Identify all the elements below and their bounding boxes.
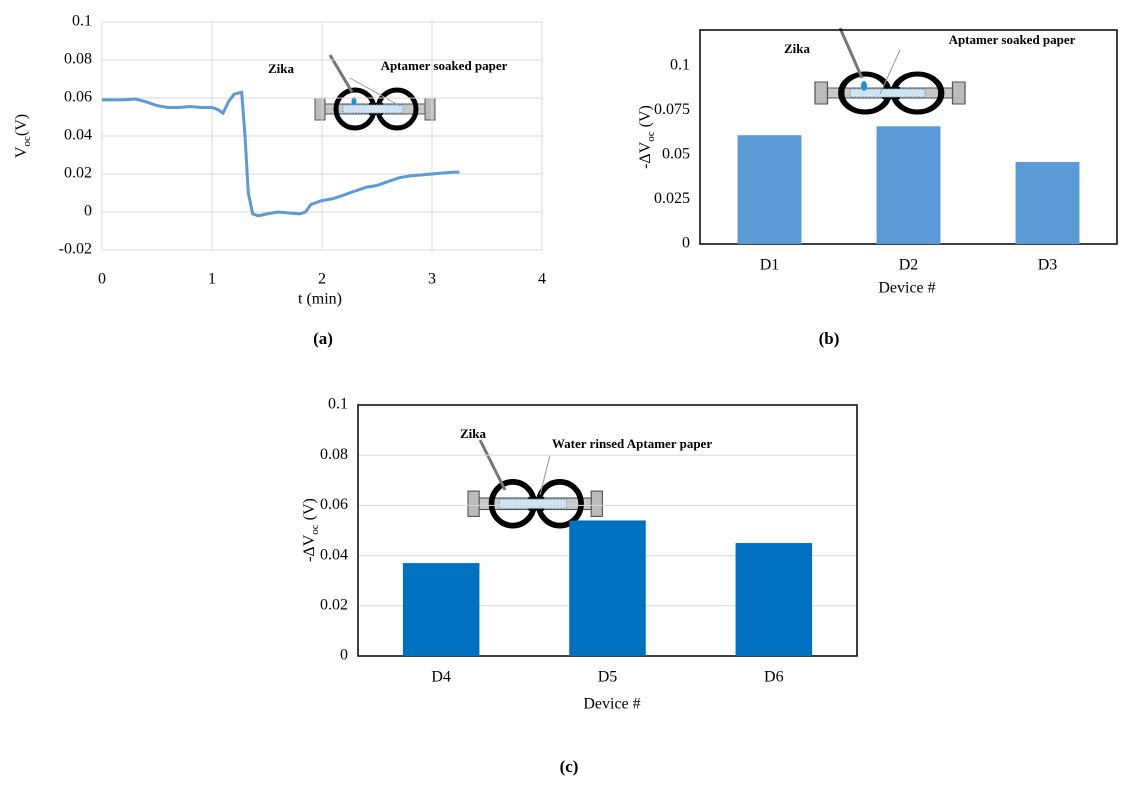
y-tick-label: 0 [340, 647, 348, 664]
x-tick-label: 2 [318, 271, 326, 288]
y-axis-label-part: -ΔV [301, 534, 318, 562]
bar [1015, 161, 1080, 244]
y-tick-label: -0.02 [59, 241, 92, 258]
y-axis-label-part: V [13, 146, 30, 158]
y-tick-label: 0.08 [320, 446, 348, 463]
x-tick-label: D5 [598, 669, 618, 686]
y-axis-label-part: (V) [301, 498, 318, 524]
annotation: Aptamer soaked paper [381, 58, 508, 73]
pipette [478, 439, 507, 491]
x-axis-label: Device # [878, 280, 935, 297]
bar [876, 126, 941, 244]
y-axis-label-part: (V) [637, 105, 654, 131]
y-axis-label: -ΔVoc (V) [301, 498, 321, 562]
caption: (c) [560, 757, 579, 776]
annotation: Zika [268, 61, 295, 76]
y-tick-label: 0.1 [670, 56, 690, 73]
y-tick-label: 0.04 [64, 127, 92, 144]
y-tick-label: 0.06 [320, 496, 348, 513]
pipette [328, 54, 354, 93]
device-drawing [315, 90, 435, 128]
device-drawing [468, 482, 602, 526]
plot-frame [101, 21, 543, 251]
y-axis-label: -ΔVoc (V) [637, 105, 657, 169]
device-drawing [815, 74, 965, 112]
x-axis-label: Device # [583, 696, 640, 713]
y-axis-label-part: oc [21, 136, 33, 147]
data-line [102, 90, 460, 218]
inset-a [315, 54, 435, 128]
annotation: Water rinsed Aptamer paper [552, 436, 712, 451]
bar [402, 563, 480, 656]
bar [737, 135, 802, 244]
x-tick-label: D4 [431, 669, 451, 686]
inset-b [815, 27, 965, 112]
bar [569, 520, 646, 656]
y-tick-label: 0.02 [320, 596, 348, 613]
x-tick-label: D6 [764, 669, 784, 686]
y-tick-label: 0 [84, 203, 92, 220]
y-tick-label: 0.02 [64, 165, 92, 182]
pipette [838, 27, 864, 79]
pointer [539, 454, 551, 496]
annotation: Aptamer soaked paper [949, 32, 1076, 47]
y-tick-label: 0.1 [328, 396, 348, 413]
y-tick-label: 0.1 [72, 13, 92, 30]
y-axis-label-part: -ΔV [637, 141, 654, 169]
y-tick-label: 0 [682, 235, 690, 252]
drop [351, 97, 357, 105]
x-tick-label: 3 [428, 271, 436, 288]
x-tick-label: 4 [538, 271, 546, 288]
y-tick-label: 0.075 [654, 101, 690, 118]
y-tick-label: 0.05 [662, 146, 690, 163]
y-tick-label: 0.025 [654, 190, 690, 207]
y-tick-label: 0.08 [64, 51, 92, 68]
pointer [879, 49, 901, 95]
y-axis-label: Voc(V) [13, 114, 33, 158]
y-axis-label-part: (V) [13, 114, 30, 136]
y-tick-label: 0.06 [64, 89, 92, 106]
x-axis-label: t (min) [298, 291, 342, 308]
x-tick-label: 1 [208, 271, 216, 288]
y-axis-label-part: oc [645, 131, 657, 142]
caption: (b) [819, 329, 840, 348]
x-tick-label: D1 [760, 257, 780, 274]
annotation: Zika [460, 426, 487, 441]
y-tick-label: 0.04 [320, 546, 348, 563]
bar [735, 543, 813, 656]
pointer [349, 77, 401, 107]
caption: (a) [313, 329, 333, 348]
drop [861, 81, 867, 91]
annotation: Zika [784, 41, 811, 56]
inset-c [468, 439, 602, 526]
x-tick-label: D3 [1038, 257, 1058, 274]
x-tick-label: D2 [899, 257, 919, 274]
y-axis-label-part: oc [309, 524, 321, 535]
x-tick-label: 0 [98, 271, 106, 288]
